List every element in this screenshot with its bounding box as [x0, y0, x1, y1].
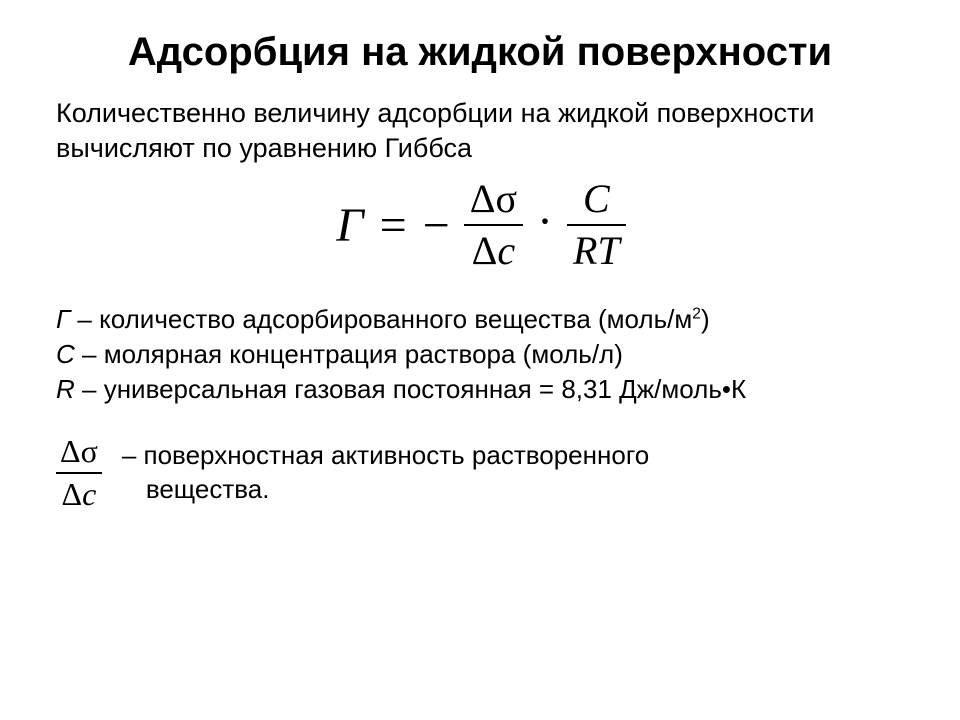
def-var-gamma: Г — [56, 304, 70, 334]
def-text-gamma: – количество адсорбированного вещества (… — [70, 304, 692, 334]
eq-frac1-den-c: c — [497, 228, 515, 273]
surface-activity-row: Δσ Δc – поверхностная активность раствор… — [56, 433, 904, 513]
slide: Адсорбция на жидкой поверхности Количест… — [0, 0, 960, 720]
eq-frac1-den-delta: Δ — [472, 228, 498, 273]
definitions: Г – количество адсорбированного вещества… — [56, 302, 904, 407]
def-close: ) — [701, 304, 710, 334]
def-sup: 2 — [692, 306, 701, 323]
def-line-gamma: Г – количество адсорбированного вещества… — [56, 302, 904, 337]
intro-text: Количественно величину адсорбции на жидк… — [56, 96, 904, 166]
sa-den-delta: Δ — [62, 476, 83, 512]
slide-title: Адсорбция на жидкой поверхности — [56, 28, 904, 76]
eq-frac2-den: RT — [567, 228, 626, 274]
eq-frac1-num: Δσ — [470, 176, 517, 221]
eq-frac1: Δσ Δc — [458, 176, 529, 274]
def-line-c: С – молярная концентрация раствора (моль… — [56, 337, 904, 372]
eq-minus: − — [415, 198, 458, 253]
fraction-bar — [464, 224, 523, 226]
fraction-bar — [56, 472, 102, 474]
eq-frac2: C RT — [561, 176, 632, 274]
eq-dot: · — [529, 194, 561, 249]
surface-activity-text: – поверхностная активность растворенного… — [122, 439, 904, 507]
def-line-r: R – универсальная газовая постоянная = 8… — [56, 372, 904, 407]
sa-num: Δσ — [60, 433, 98, 469]
eq-lhs: Г — [328, 198, 371, 253]
def-text-r: – универсальная газовая постоянная = 8,3… — [75, 374, 746, 404]
sa-den-c: c — [82, 476, 96, 512]
surface-activity-frac: Δσ Δc — [56, 433, 102, 513]
eq-frac2-num: C — [577, 176, 616, 222]
fraction-bar — [567, 224, 626, 226]
def-text-c: – молярная концентрация раствора (моль/л… — [75, 339, 623, 369]
def-var-c: С — [56, 339, 75, 369]
sa-text-b: вещества. — [122, 474, 270, 504]
sa-text-a: – поверхностная активность растворенного — [122, 440, 649, 470]
eq-equals: = — [372, 198, 415, 253]
def-var-r: R — [56, 374, 75, 404]
gibbs-equation: Г = − Δσ Δc · C RT — [56, 176, 904, 274]
